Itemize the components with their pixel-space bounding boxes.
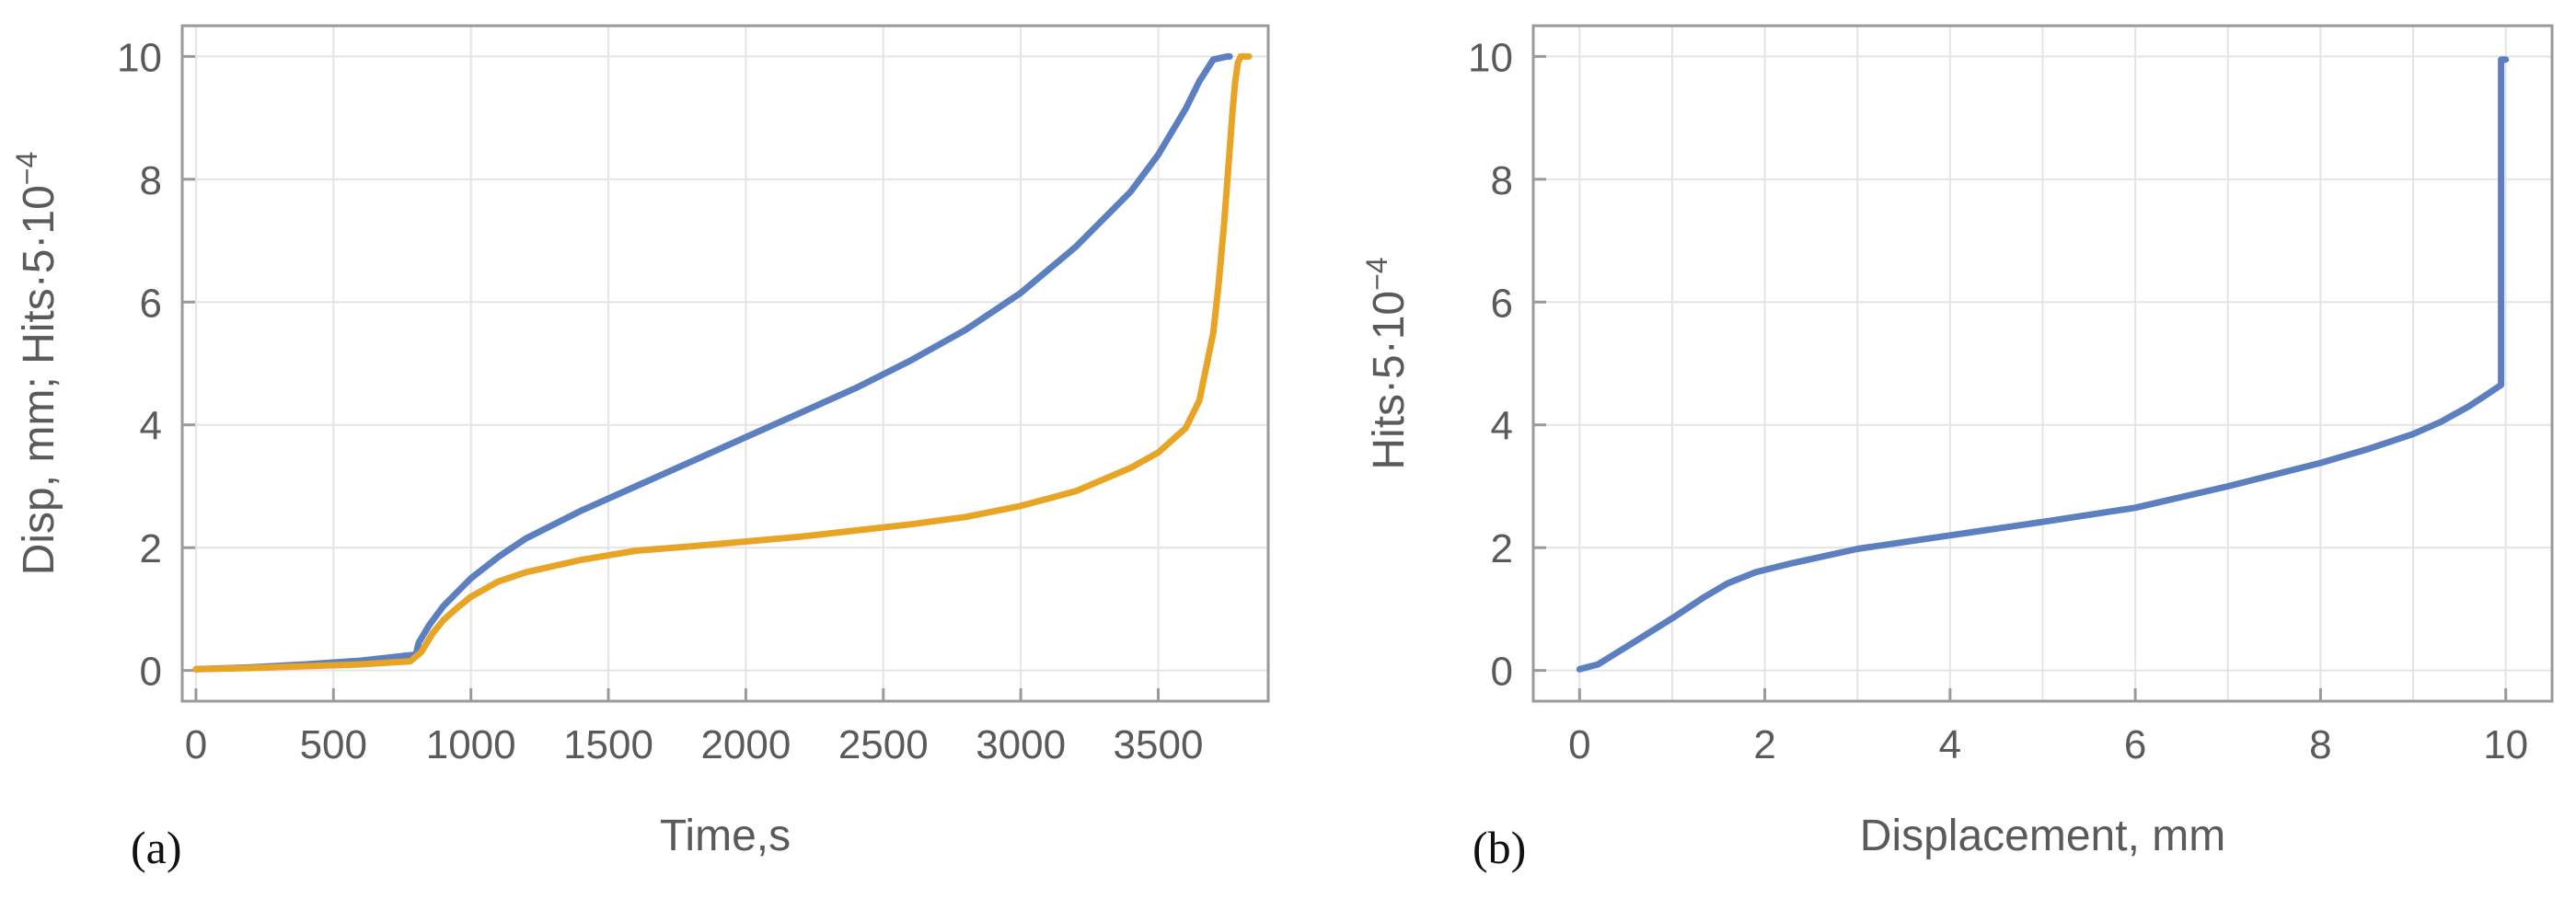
x-tick-label: 6 — [2124, 722, 2146, 767]
x-axis-label: Time,s — [660, 812, 791, 860]
x-axis-label: Displacement, mm — [1860, 812, 2225, 860]
x-tick-label: 10 — [2483, 722, 2528, 767]
panel-label: (a) — [131, 822, 182, 873]
x-tick-labels: 0 2 4 6 8 10 — [1568, 722, 2528, 767]
y-tick-label: 10 — [117, 35, 162, 80]
x-tick-label: 2 — [1753, 722, 1775, 767]
y-axis-label-exponent: −4 — [10, 152, 43, 185]
y-tick-label: 4 — [1491, 404, 1513, 449]
y-tick-labels: 0 2 4 6 8 10 — [1468, 35, 1513, 694]
y-axis-label: Disp, mm; Hits·5·10−4 — [10, 152, 64, 576]
x-tick-label: 500 — [300, 722, 367, 767]
plot-frame — [180, 24, 1270, 703]
y-tick-labels: 0 2 4 6 8 10 — [117, 35, 162, 694]
y-axis-label-text: Disp, mm; Hits·5·10 — [15, 185, 64, 575]
x-tick-label: 0 — [1568, 722, 1590, 767]
y-tick-label: 2 — [1491, 526, 1513, 571]
x-tick-label: 1000 — [426, 722, 516, 767]
chart-panel-a: 0 500 1000 1500 2000 2500 3000 3500 0 2 4 6 8 10 Tim… — [10, 24, 1270, 873]
tick-marks — [1533, 54, 2508, 701]
series-line-2 — [192, 52, 1253, 673]
series-group — [1576, 56, 2510, 673]
y-tick-label: 2 — [140, 526, 162, 571]
grid-lines — [182, 26, 1268, 701]
series-line-1 — [192, 52, 1233, 673]
y-axis-label: Hits·5·10−4 — [1360, 257, 1414, 469]
x-tick-label: 2500 — [838, 722, 929, 767]
y-axis-label-exponent: −4 — [1360, 257, 1393, 290]
grid-lines — [1533, 26, 2552, 701]
x-tick-label: 0 — [185, 722, 207, 767]
y-tick-label: 10 — [1468, 35, 1513, 80]
series-group — [192, 52, 1253, 673]
x-tick-label: 8 — [2309, 722, 2331, 767]
y-tick-label: 8 — [140, 158, 162, 203]
series-line-1 — [1576, 56, 2510, 673]
panel-label: (b) — [1473, 822, 1526, 873]
x-tick-label: 4 — [1939, 722, 1961, 767]
plot-frame — [1531, 24, 2554, 703]
x-tick-labels: 0 500 1000 1500 2000 2500 3000 3500 — [185, 722, 1204, 767]
y-tick-label: 6 — [1491, 281, 1513, 326]
y-tick-label: 0 — [140, 650, 162, 695]
y-tick-label: 6 — [140, 281, 162, 326]
x-tick-label: 3000 — [976, 722, 1066, 767]
y-tick-label: 4 — [140, 404, 162, 449]
y-axis-label-text: Hits·5·10 — [1365, 291, 1414, 470]
x-tick-label: 1500 — [563, 722, 653, 767]
x-tick-label: 2000 — [700, 722, 791, 767]
y-tick-label: 0 — [1491, 650, 1513, 695]
x-tick-label: 3500 — [1114, 722, 1204, 767]
y-tick-label: 8 — [1491, 158, 1513, 203]
tick-marks — [182, 54, 1161, 701]
chart-panel-b: 0 2 4 6 8 10 0 2 4 6 8 10 Displacement, mm Hits·5·… — [1360, 24, 2554, 873]
